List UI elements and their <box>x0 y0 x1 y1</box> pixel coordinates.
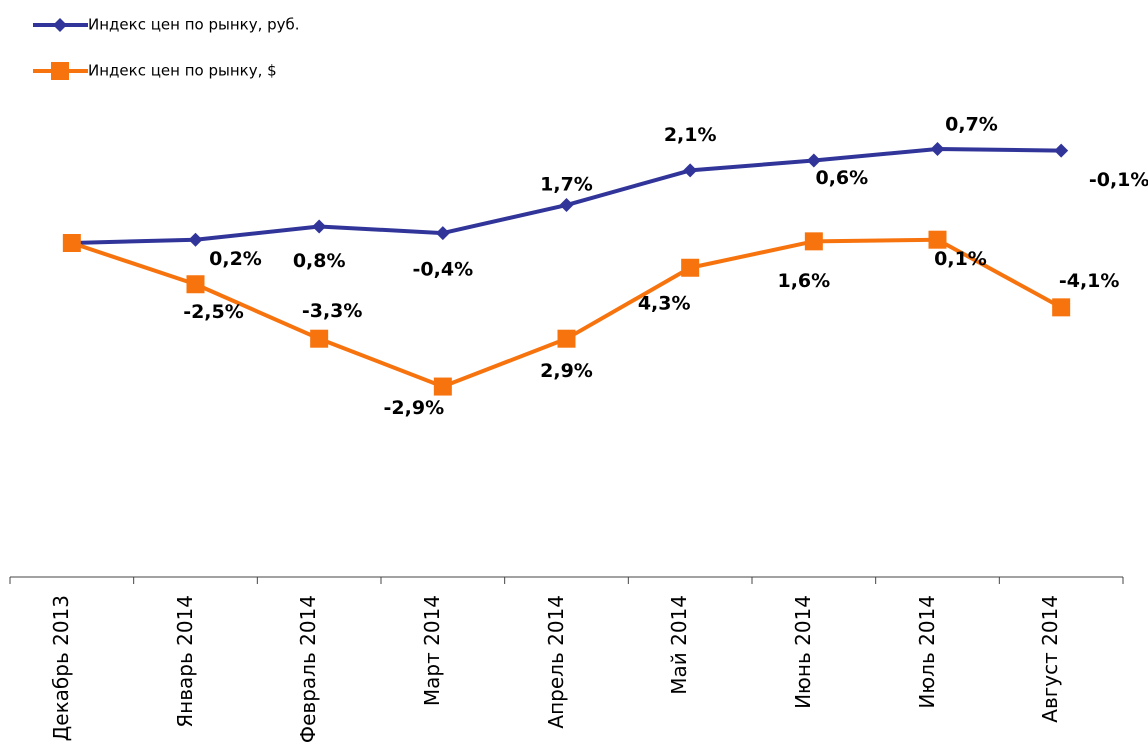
x-tick-label: Февраль 2014 <box>296 595 321 744</box>
data-label: -3,3% <box>302 300 363 322</box>
data-label: 0,7% <box>945 113 998 135</box>
data-point <box>683 163 698 178</box>
data-label: 2,1% <box>664 124 717 146</box>
data-label: 0,1% <box>934 248 987 270</box>
x-tick-label: Январь 2014 <box>172 595 197 728</box>
data-point <box>1052 298 1071 317</box>
legend-marker <box>51 62 69 80</box>
data-label: 0,2% <box>209 248 262 270</box>
legend-label: Индекс цен по рынку, руб. <box>88 16 300 34</box>
data-point <box>310 329 329 348</box>
data-label: -0,1% <box>1089 169 1148 191</box>
data-point <box>804 232 823 251</box>
data-point <box>681 258 700 277</box>
data-point <box>1054 143 1069 158</box>
x-tick-label: Март 2014 <box>419 595 444 707</box>
legend-marker <box>53 18 67 32</box>
data-point <box>559 198 574 213</box>
data-label: -0,4% <box>413 259 474 281</box>
x-tick-label: Май 2014 <box>667 595 692 695</box>
data-label: 1,6% <box>777 270 830 292</box>
data-label: 4,3% <box>638 292 691 314</box>
x-tick-label: Декабрь 2013 <box>48 595 73 742</box>
data-point <box>806 153 821 168</box>
data-label: -2,9% <box>384 397 445 419</box>
legend-label: Индекс цен по рынку, $ <box>88 62 277 80</box>
series-line <box>71 146 1062 245</box>
data-point <box>62 234 81 252</box>
data-point <box>312 219 327 234</box>
data-point <box>186 275 205 294</box>
x-tick-label: Июнь 2014 <box>790 595 815 709</box>
data-label: 0,6% <box>815 167 868 189</box>
x-tick-label: Июль 2014 <box>914 595 939 709</box>
data-point <box>557 329 576 348</box>
data-point <box>433 377 452 396</box>
data-label: -2,5% <box>183 301 244 323</box>
data-label: 0,8% <box>293 250 346 272</box>
data-label: -4,1% <box>1059 270 1120 292</box>
x-tick-label: Август 2014 <box>1038 595 1063 723</box>
data-label: 1,7% <box>540 174 593 196</box>
data-point <box>930 141 945 156</box>
data-point <box>188 232 203 247</box>
x-tick-label: Апрель 2014 <box>543 595 568 729</box>
data-point <box>435 226 450 241</box>
data-label: 2,9% <box>540 360 593 382</box>
data-point <box>928 230 947 249</box>
